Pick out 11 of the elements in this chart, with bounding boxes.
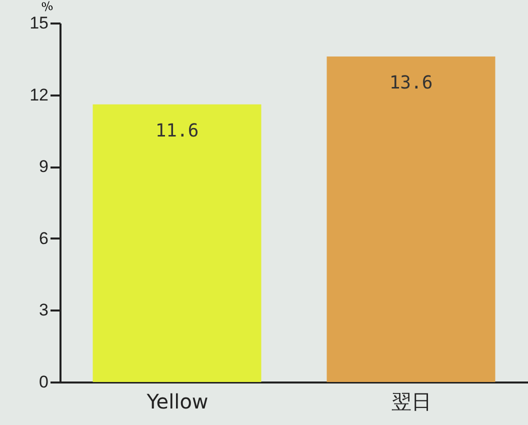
data-label: 13.6 <box>389 72 433 94</box>
y-tick-label: 0 <box>39 372 48 392</box>
x-tick-label: 翌日 <box>392 390 432 414</box>
y-tick-label: 6 <box>39 228 48 248</box>
y-tick-label: 15 <box>30 14 48 32</box>
y-tick-label: 12 <box>30 85 48 104</box>
y-tick-label: 3 <box>39 300 48 320</box>
y-axis-title: % <box>40 0 54 14</box>
data-label: 11.6 <box>155 120 199 142</box>
x-tick-label: Yellow <box>146 390 208 414</box>
y-tick-label: 9 <box>39 157 48 176</box>
